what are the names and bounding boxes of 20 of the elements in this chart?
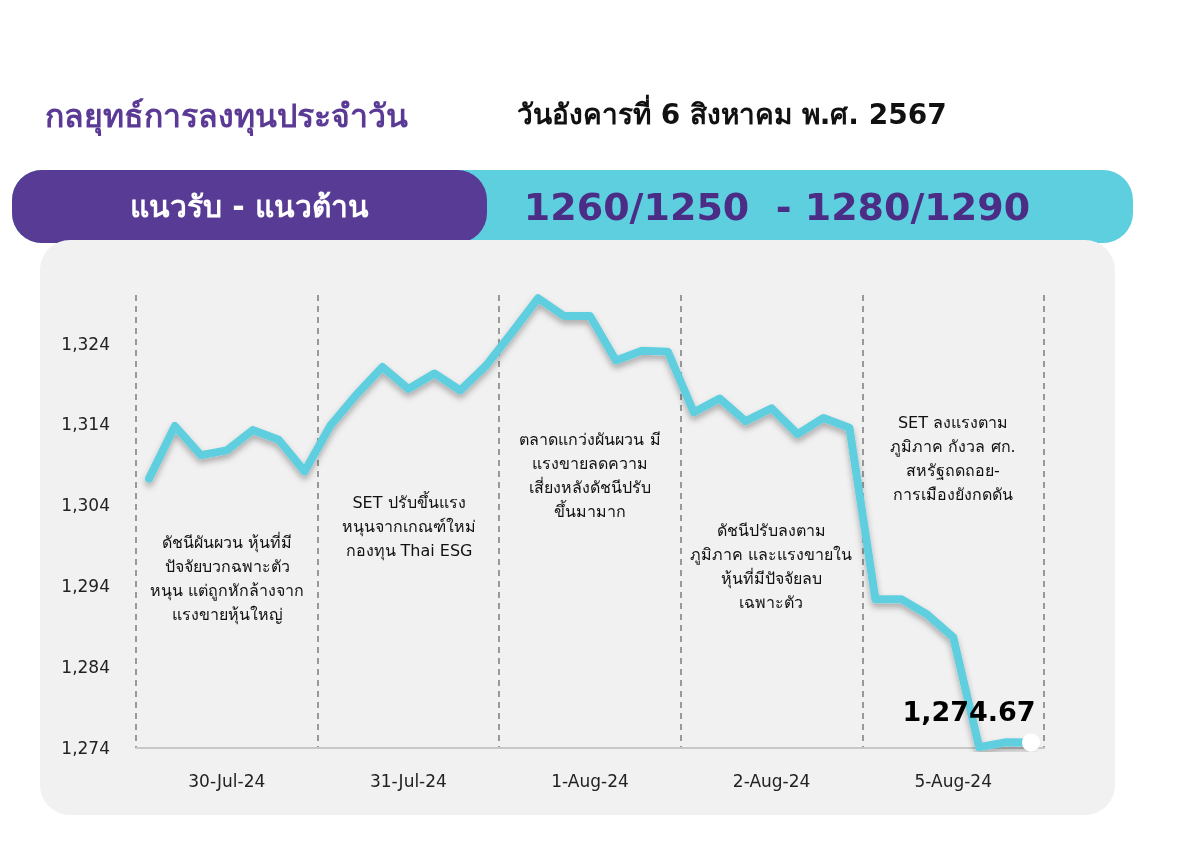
annotation: ดัชนีปรับลงตาม ภูมิภาค และแรงขายใน หุ้นที่มีปัจจัยลบ เฉพาะตัว [689,520,853,612]
x-tick-label: 1-Aug-24 [551,770,629,791]
y-tick-label: 1,284 [61,657,110,678]
y-tick-label: 1,274 [61,738,110,758]
y-tick-label: 1,314 [61,414,110,435]
annotation: SET ปรับขึ้นแรง หนุนจากเกณฑ์ใหม่ กองทุน Thai ESG [342,490,476,561]
annotation: SET ลงแรงตาม ภูมิภาค กังวล ศก. สหรัฐถดถอย- การเมืองยังกดดัน [890,412,1016,504]
text: 1260/1250 - 1280/1290 [522,183,1032,231]
annotation: ดัชนีผันผวน หุ้นที่มี ปัจจัยบวกฉพาะตัว หนุน แต่ถูกหักล้างจาก แรงขายหุ้นใหญ่ [149,530,305,625]
x-tick-label: 30-Jul-24 [188,770,266,791]
text: แนวรับ - แนวต้าน [12,170,487,243]
x-tick-label: 31-Jul-24 [369,770,447,791]
y-tick-label: 1,324 [61,333,110,354]
annotation: ตลาดแกว่งผันผวน มี แรงขายลดความ เสี่ยงหลังดัชนีปรับ ขึ้นมามาก [519,429,661,521]
chart-subtitle: วันอังคารที่ 6 สิงหาคม พ.ศ. 2567 [517,93,947,133]
chart-title: กลยุทธ์การลงทุนประจำวัน [45,96,408,138]
x-tick-label: 2-Aug-24 [732,770,811,791]
y-tick-label: 1,294 [61,576,110,597]
x-tick-label: 5-Aug-24 [914,770,992,791]
y-tick-label: 1,304 [61,495,110,516]
